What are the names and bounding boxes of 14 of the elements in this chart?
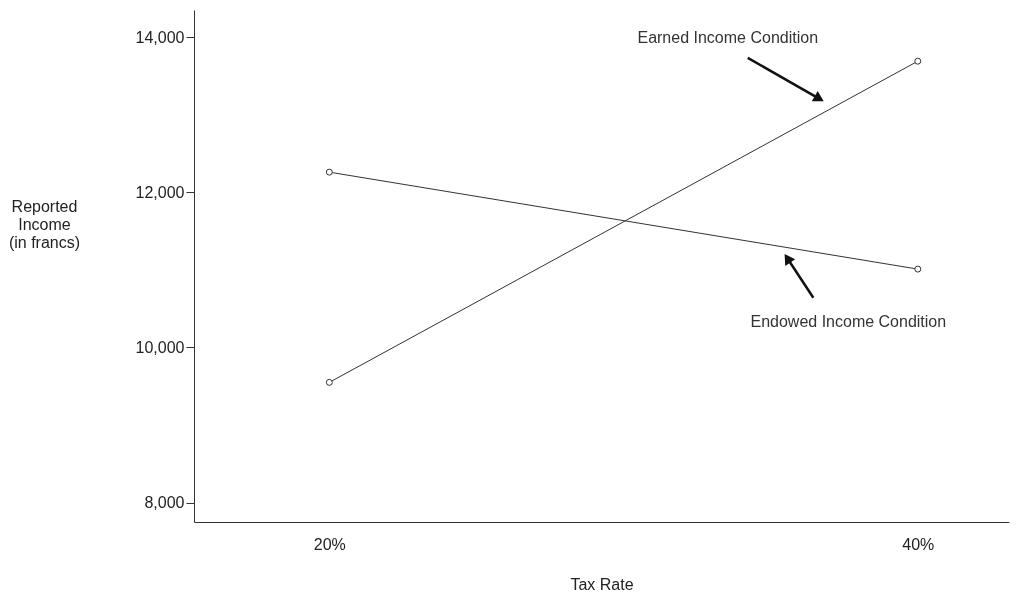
text: Endowed Income Condition xyxy=(750,312,947,330)
x-tick-label: 40% xyxy=(902,535,935,553)
point xyxy=(914,265,922,273)
text: Earned Income Condition xyxy=(637,28,819,46)
y-tick-label: 14,000 xyxy=(135,28,185,46)
x-axis-title: Tax Rate xyxy=(570,575,634,593)
point xyxy=(325,378,333,386)
point xyxy=(914,57,922,65)
y-axis-title: Reported Income (in francs) xyxy=(8,197,81,251)
x-tick-label: 20% xyxy=(313,535,346,553)
y-tick-label: 12,000 xyxy=(135,183,185,201)
y-tick-label: 8,000 xyxy=(144,494,185,512)
y-tick-label: 10,000 xyxy=(135,338,185,356)
point xyxy=(325,168,333,176)
